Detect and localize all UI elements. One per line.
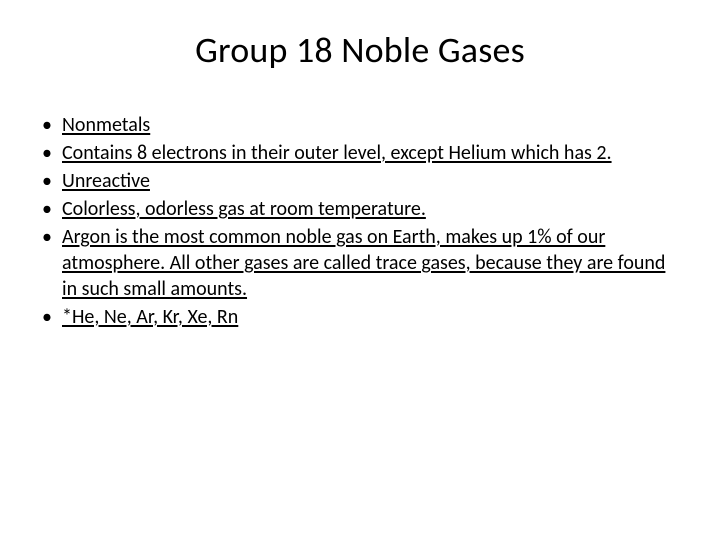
bullet-icon: •: [40, 168, 62, 194]
bullet-icon: •: [40, 224, 62, 250]
bullet-text: Argon is the most common noble gas on Ea…: [62, 224, 684, 302]
slide-title: Group 18 Noble Gases: [36, 28, 684, 72]
list-item: • Contains 8 electrons in their outer le…: [40, 140, 684, 166]
bullet-icon: •: [40, 196, 62, 222]
bullet-icon: •: [40, 112, 62, 138]
list-item: • Colorless, odorless gas at room temper…: [40, 196, 684, 222]
bullet-text: Contains 8 electrons in their outer leve…: [62, 140, 684, 166]
bullet-text: Colorless, odorless gas at room temperat…: [62, 196, 684, 222]
list-item: • Nonmetals: [40, 112, 684, 138]
bullet-icon: •: [40, 304, 62, 330]
list-item: • Unreactive: [40, 168, 684, 194]
slide-container: Group 18 Noble Gases • Nonmetals • Conta…: [0, 0, 720, 540]
bullet-text: Nonmetals: [62, 112, 684, 138]
list-item: • Argon is the most common noble gas on …: [40, 224, 684, 302]
bullet-list: • Nonmetals • Contains 8 electrons in th…: [36, 112, 684, 330]
bullet-icon: •: [40, 140, 62, 166]
bullet-text: Unreactive: [62, 168, 684, 194]
list-item: • *He, Ne, Ar, Kr, Xe, Rn: [40, 304, 684, 330]
bullet-text: *He, Ne, Ar, Kr, Xe, Rn: [62, 304, 684, 330]
